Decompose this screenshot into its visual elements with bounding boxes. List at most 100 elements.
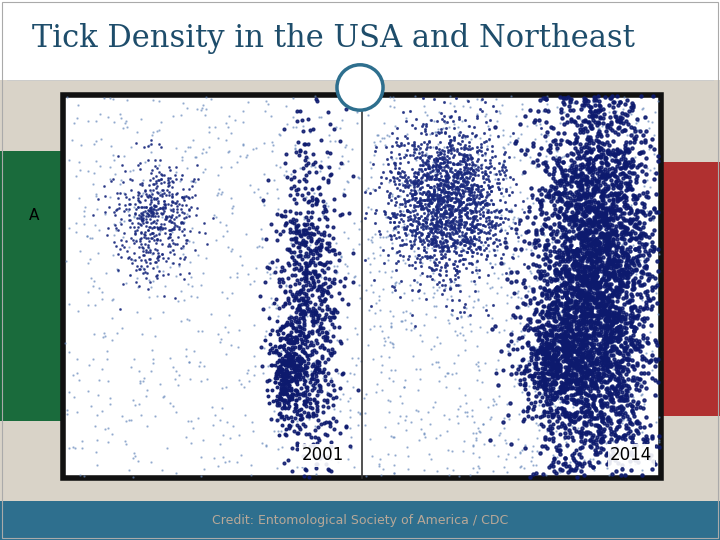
Point xyxy=(421,221,433,230)
Point xyxy=(551,389,562,397)
Point xyxy=(153,167,165,176)
Point xyxy=(451,169,463,178)
Point xyxy=(430,242,441,251)
Point xyxy=(559,369,571,377)
Point xyxy=(608,326,620,335)
Point xyxy=(366,280,377,289)
Point xyxy=(564,115,576,124)
Point xyxy=(471,220,482,228)
Point xyxy=(578,332,590,340)
Point xyxy=(400,225,412,233)
Point xyxy=(318,450,329,459)
Point xyxy=(483,125,495,133)
Point xyxy=(627,393,639,401)
Point xyxy=(564,98,576,106)
Point xyxy=(580,277,592,286)
Point xyxy=(575,437,587,445)
Point xyxy=(557,240,568,249)
Point xyxy=(546,429,557,437)
Point xyxy=(555,176,567,185)
Point xyxy=(283,396,294,404)
Point xyxy=(298,213,310,221)
Point xyxy=(633,126,644,135)
Point xyxy=(371,205,382,214)
Point xyxy=(575,404,586,413)
Point xyxy=(450,228,462,237)
Point xyxy=(604,113,616,122)
Point xyxy=(560,301,572,309)
Point xyxy=(438,180,450,188)
Point xyxy=(588,439,599,448)
Point xyxy=(577,393,588,402)
Point xyxy=(192,174,204,183)
Point xyxy=(585,339,596,348)
Point xyxy=(593,145,605,154)
Point xyxy=(642,117,653,126)
Point xyxy=(529,134,541,143)
Point xyxy=(559,291,571,300)
Point xyxy=(580,333,592,342)
Point xyxy=(631,266,642,275)
Point xyxy=(546,370,557,379)
Point xyxy=(398,141,410,150)
Point xyxy=(234,152,246,161)
Point xyxy=(474,220,485,228)
Point xyxy=(472,468,483,476)
Point xyxy=(176,287,187,296)
Point xyxy=(449,185,461,194)
Point xyxy=(176,171,188,180)
Point xyxy=(588,241,599,250)
Point xyxy=(613,273,625,281)
Point xyxy=(467,166,479,174)
Point xyxy=(602,222,613,231)
Point xyxy=(588,392,599,401)
Point xyxy=(153,228,165,237)
Point xyxy=(621,344,632,353)
Point xyxy=(438,150,450,158)
Point xyxy=(144,205,156,214)
Point xyxy=(539,390,551,399)
Point xyxy=(549,285,561,294)
Point xyxy=(630,441,642,449)
Point xyxy=(626,407,637,416)
Point xyxy=(604,231,616,239)
Point xyxy=(516,170,528,179)
Point xyxy=(578,418,590,427)
Point xyxy=(307,160,318,169)
Point xyxy=(430,143,441,151)
Point xyxy=(512,252,523,260)
Point xyxy=(593,221,604,230)
Point xyxy=(487,216,498,225)
Point xyxy=(599,305,611,314)
Point xyxy=(284,422,295,431)
Point xyxy=(149,232,161,241)
Point xyxy=(627,362,639,370)
Point xyxy=(562,285,573,294)
Point xyxy=(584,350,595,359)
Point xyxy=(558,372,570,381)
Point xyxy=(584,204,595,212)
Point xyxy=(572,365,584,374)
Point xyxy=(318,205,330,214)
Point xyxy=(273,278,284,287)
Point xyxy=(171,272,182,280)
Point xyxy=(564,357,576,366)
Point xyxy=(300,226,311,234)
Point xyxy=(601,363,613,372)
Point xyxy=(395,211,406,219)
Point xyxy=(620,155,631,164)
Point xyxy=(413,197,425,205)
Point xyxy=(592,221,603,230)
Point xyxy=(364,260,375,268)
Point xyxy=(624,314,636,322)
Point xyxy=(87,211,99,219)
Point xyxy=(76,141,87,150)
Point xyxy=(156,208,167,217)
Point xyxy=(432,220,444,229)
Point xyxy=(338,184,350,193)
Point xyxy=(564,343,576,352)
Point xyxy=(528,341,539,350)
Point xyxy=(595,271,607,280)
Point xyxy=(627,195,639,204)
Point xyxy=(158,207,170,215)
